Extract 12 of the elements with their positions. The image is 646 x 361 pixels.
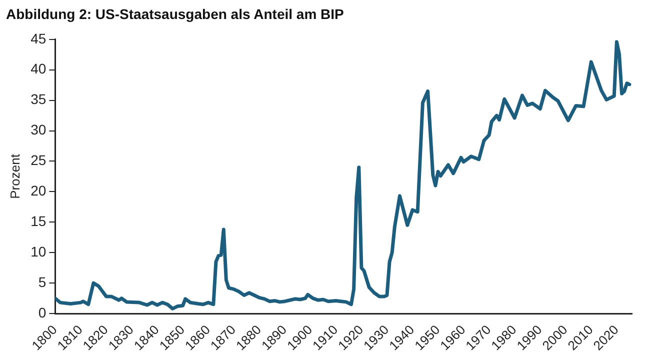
y-tick-label: 0 bbox=[38, 304, 46, 320]
y-tick-label: 30 bbox=[30, 122, 46, 138]
y-axis-title: Prozent bbox=[7, 154, 22, 199]
y-tick-label: 45 bbox=[30, 30, 46, 46]
y-tick-label: 5 bbox=[38, 274, 46, 290]
y-tick-label: 25 bbox=[30, 152, 46, 168]
y-tick-label: 10 bbox=[30, 243, 46, 260]
y-tick-label: 15 bbox=[30, 213, 46, 230]
y-tick-label: 20 bbox=[30, 182, 46, 199]
y-tick-label: 35 bbox=[30, 91, 46, 108]
y-tick-label: 40 bbox=[30, 60, 46, 77]
chart-title: Abbildung 2: US-Staatsausgaben als Anteil am BIP bbox=[6, 6, 344, 22]
